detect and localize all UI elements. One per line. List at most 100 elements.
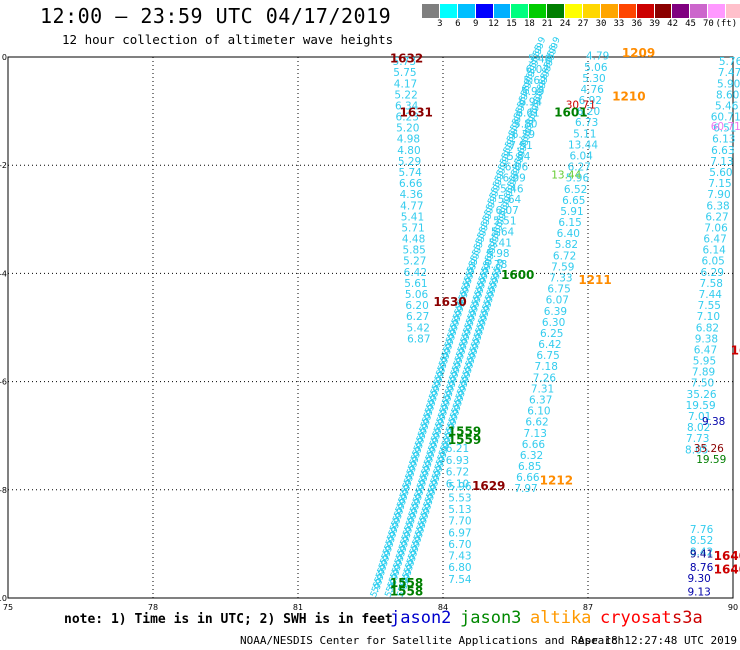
wave-height-value: 7.31: [531, 383, 554, 395]
wave-height-value: 6.85: [518, 461, 541, 473]
color-swatch: [475, 4, 494, 18]
color-swatch: [618, 4, 637, 18]
pass-time-label: 1212: [540, 473, 573, 487]
wave-height-value: 7.18: [535, 361, 558, 373]
color-scale-label: 12: [488, 19, 500, 29]
map-note: note: 1) Time is in UTC; 2) SWH is in fe…: [64, 612, 393, 627]
wave-height-value: 6.29: [701, 267, 724, 279]
wave-height-value: 6.37: [529, 395, 552, 407]
wave-height-value: 6.92: [579, 95, 602, 107]
color-swatch: [457, 4, 476, 18]
pass-time-label: 1559: [448, 425, 481, 439]
wave-height-value: 7.47: [718, 67, 740, 79]
pass-time-label: 1210: [612, 89, 645, 103]
wave-height-value: 6.79: [512, 129, 535, 141]
wave-height-value: 6.47: [703, 234, 726, 246]
wave-height-value: 6.97: [448, 527, 471, 539]
wave-height-highlight: 13.44: [551, 170, 581, 182]
wave-height-value: 5.71: [401, 222, 424, 234]
wave-height-value: 6.66: [516, 472, 540, 484]
legend-cryosat: cryosat: [600, 608, 672, 628]
wave-height-value: 5.96: [566, 173, 590, 185]
color-swatch: [708, 4, 727, 18]
wave-height-value: 5.42: [407, 322, 430, 334]
pass-time-label: 1601: [554, 106, 587, 120]
wave-height-value: 6.39: [544, 306, 567, 318]
wave-height-value: 7.01: [688, 411, 711, 423]
color-scale-labels: 3 6 9 12 15 18 21 24 27 30 33 36 39 42 45 70 (ft): [422, 18, 740, 30]
color-swatch: [600, 4, 619, 18]
wave-height-value: 5.64: [491, 227, 515, 239]
latitude-tick-label: -10: [0, 594, 7, 603]
longitude-tick-label: 78: [148, 603, 158, 612]
wave-height-value: 7.43: [448, 551, 471, 563]
wave-height-value: 6.65: [562, 195, 585, 207]
longitude-tick-label: 84: [438, 603, 448, 612]
wave-height-value: 5.51: [493, 216, 516, 228]
wave-height-value: 5.62: [523, 75, 546, 87]
wave-height-highlight: 30.71: [566, 99, 596, 111]
color-scale-label: 33: [613, 19, 625, 29]
wave-height-value: 6.15: [558, 217, 581, 229]
wave-height-value: 6.04: [569, 151, 593, 163]
map-subtitle: 12 hour collection of altimeter wave hei…: [62, 32, 394, 47]
wave-height-value: 7.76: [690, 524, 714, 536]
wave-height-value: 6.10: [446, 479, 469, 491]
wave-height-value: 5.61: [404, 278, 427, 290]
wave-height-value: 6.09: [502, 172, 525, 184]
wave-height-value: 7.26: [533, 372, 557, 384]
longitude-tick-label: 90: [728, 603, 738, 612]
wave-height-value: 7.58: [700, 278, 723, 290]
pass-time-label: 1630: [433, 295, 466, 309]
wave-height-value: 4.36: [400, 189, 424, 201]
color-swatch: [583, 4, 601, 18]
wave-height-value: 5.46: [500, 183, 524, 195]
pass-time-label: 1640: [714, 563, 740, 577]
color-scale-label: 27: [577, 19, 589, 29]
wave-height-value: 6.20: [577, 106, 600, 118]
wave-height-value: 6.82: [696, 322, 719, 334]
wave-height-value: 5.20: [396, 123, 419, 135]
wave-height-value: 6.75: [547, 284, 570, 296]
color-swatch: [547, 4, 566, 18]
wave-height-value: 7.54: [448, 574, 472, 586]
wave-height-value: 7.44: [699, 289, 723, 301]
wave-height-value: 6.07: [526, 64, 549, 76]
wave-height-value: 5.82: [555, 239, 578, 251]
color-swatch: [422, 4, 440, 18]
wave-height-value: 6.94: [519, 97, 543, 109]
color-scale-label: 24: [559, 19, 571, 29]
wave-height-value: 6.80: [448, 562, 471, 574]
pass-time-label: 1600: [501, 268, 534, 282]
wave-height-value: 5.27: [403, 256, 426, 268]
wave-height-value: 5.73: [393, 56, 416, 68]
wave-height-value: 7.59: [551, 261, 574, 273]
wave-height-value: 4.76: [580, 84, 604, 96]
wave-height-value: 6.06: [505, 162, 529, 174]
wave-height-value: 6.52: [564, 184, 587, 196]
pass-time-label: 1640: [714, 549, 740, 563]
wave-height-value: 6.27: [705, 211, 728, 223]
wave-height-highlight: 8.76: [690, 562, 714, 574]
wave-height-value: 6.05: [701, 256, 724, 268]
wave-height-value: 6.38: [706, 200, 729, 212]
pass-time-label: 1559: [448, 433, 481, 447]
wave-height-highlight: 9.41: [690, 548, 713, 560]
wave-height-value: 7.97: [514, 483, 537, 495]
wave-height-value: 19.59: [686, 400, 716, 412]
wave-height-value: 7.33: [549, 273, 572, 285]
color-scale: 3 6 9 12 15 18 21 24 27 30 33 36 39 42 45 70 (ft): [422, 4, 740, 30]
wave-height-value: 8.60: [716, 89, 739, 101]
wave-height-value: 4.98: [397, 134, 420, 146]
wave-height-value: 5.98: [486, 248, 509, 260]
legend-altika: altika: [530, 608, 592, 628]
wave-height-value: 6.23: [396, 112, 419, 124]
pass-time-label: 1558: [390, 576, 423, 590]
wave-height-value: 4.77: [400, 200, 423, 212]
wave-height-value: 6.07: [546, 295, 569, 307]
wave-height-value: 5.48: [528, 53, 551, 65]
map-title: 12:00 – 23:59 UTC 04/17/2019: [40, 4, 392, 28]
pass-time-label: 1629: [472, 479, 505, 493]
wave-height-value: 4.79: [586, 51, 609, 63]
wave-height-highlight: 9.38: [702, 416, 725, 428]
